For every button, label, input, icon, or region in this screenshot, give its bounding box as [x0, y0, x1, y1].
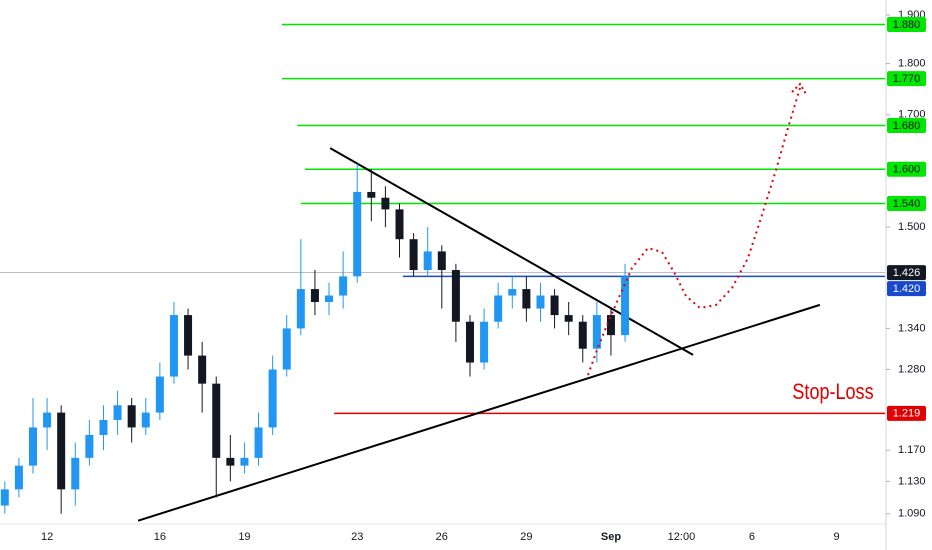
candle-body	[423, 251, 432, 271]
candle-body	[381, 197, 390, 210]
y-tick-label: 1.130	[898, 475, 926, 487]
candle-body	[226, 457, 235, 466]
candle-body	[71, 457, 80, 490]
candle-body	[621, 276, 630, 336]
y-tick-label: 1.800	[898, 57, 926, 69]
x-tick-label: 26	[436, 531, 448, 543]
y-tick-label: 1.280	[898, 363, 926, 375]
candle-body	[14, 465, 23, 490]
level-label-box	[887, 405, 926, 421]
candle-body	[437, 251, 446, 271]
candle-body	[508, 289, 517, 296]
stop-loss-annotation: Stop-Loss	[792, 380, 873, 404]
level-label: 1.219	[893, 408, 921, 420]
candle-body	[395, 209, 404, 240]
candle-body	[198, 355, 207, 384]
trendline	[137, 303, 821, 522]
candle-body	[522, 289, 531, 309]
candle-body	[606, 315, 615, 336]
level-label: 1.540	[893, 198, 921, 210]
candle-body	[113, 405, 122, 420]
level-label-box	[887, 281, 926, 297]
candle-body	[184, 315, 193, 356]
candle-body	[592, 315, 601, 349]
level-label: 1.680	[893, 120, 921, 132]
x-tick-label: 6	[749, 531, 755, 543]
level-label-box	[887, 117, 926, 133]
y-tick-label: 1.170	[898, 444, 926, 456]
y-tick-label: 1.340	[898, 322, 926, 334]
candle-body	[339, 276, 348, 296]
y-tick-label: 1.090	[898, 508, 926, 520]
candle-body	[550, 295, 559, 316]
candle-body	[85, 434, 94, 458]
x-tick-label: 9	[833, 531, 839, 543]
candle-body	[99, 419, 108, 435]
trendline	[329, 147, 694, 356]
candle-body	[212, 383, 221, 458]
candle-body	[465, 321, 474, 363]
candle-body	[43, 412, 52, 428]
projection-arrow	[791, 82, 807, 95]
projection-path	[587, 87, 801, 376]
x-tick-label: Sep	[601, 531, 621, 543]
candle-body	[494, 295, 503, 322]
candle-body	[127, 405, 136, 428]
y-tick-label: 1.700	[898, 109, 926, 121]
candle-body	[254, 427, 263, 458]
candle-body	[409, 239, 418, 271]
x-tick-label: 12	[41, 531, 53, 543]
level-label: 1.880	[893, 19, 921, 31]
level-label-box	[887, 71, 926, 87]
candle-body	[325, 295, 334, 302]
x-tick-label: 19	[238, 531, 250, 543]
candle-body	[367, 191, 376, 198]
last-price-box	[887, 265, 926, 281]
level-label: 1.600	[893, 164, 921, 176]
candle-body	[141, 412, 150, 428]
candle-body	[169, 315, 178, 377]
candle-body	[28, 427, 37, 466]
plot	[0, 23, 885, 522]
level-label: 1.770	[893, 73, 921, 85]
level-label: 1.420	[893, 283, 921, 295]
x-tick-label: 29	[520, 531, 532, 543]
candle-body	[578, 321, 587, 349]
candle-body	[282, 328, 291, 370]
candle-body	[564, 315, 573, 322]
candle-body	[155, 376, 164, 413]
candle-body	[310, 289, 319, 302]
candle-body	[240, 457, 249, 466]
y-tick-label: 1.500	[898, 221, 926, 233]
level-label-box	[887, 196, 926, 212]
candle-body	[451, 270, 460, 322]
y-tick-label: 1.900	[898, 9, 926, 21]
candle-body	[268, 369, 277, 428]
x-tick-label: 16	[154, 531, 166, 543]
candle-body	[536, 295, 545, 309]
candle-body	[353, 191, 362, 277]
candle-body	[57, 412, 66, 490]
last-price-label: 1.426	[893, 267, 921, 279]
x-tick-label: 12:00	[668, 531, 696, 543]
candle-body	[296, 289, 305, 329]
candle-body	[0, 489, 9, 506]
level-label-box	[887, 16, 926, 32]
candle-body	[480, 321, 489, 363]
x-tick-label: 23	[351, 531, 363, 543]
level-label-box	[887, 161, 926, 177]
